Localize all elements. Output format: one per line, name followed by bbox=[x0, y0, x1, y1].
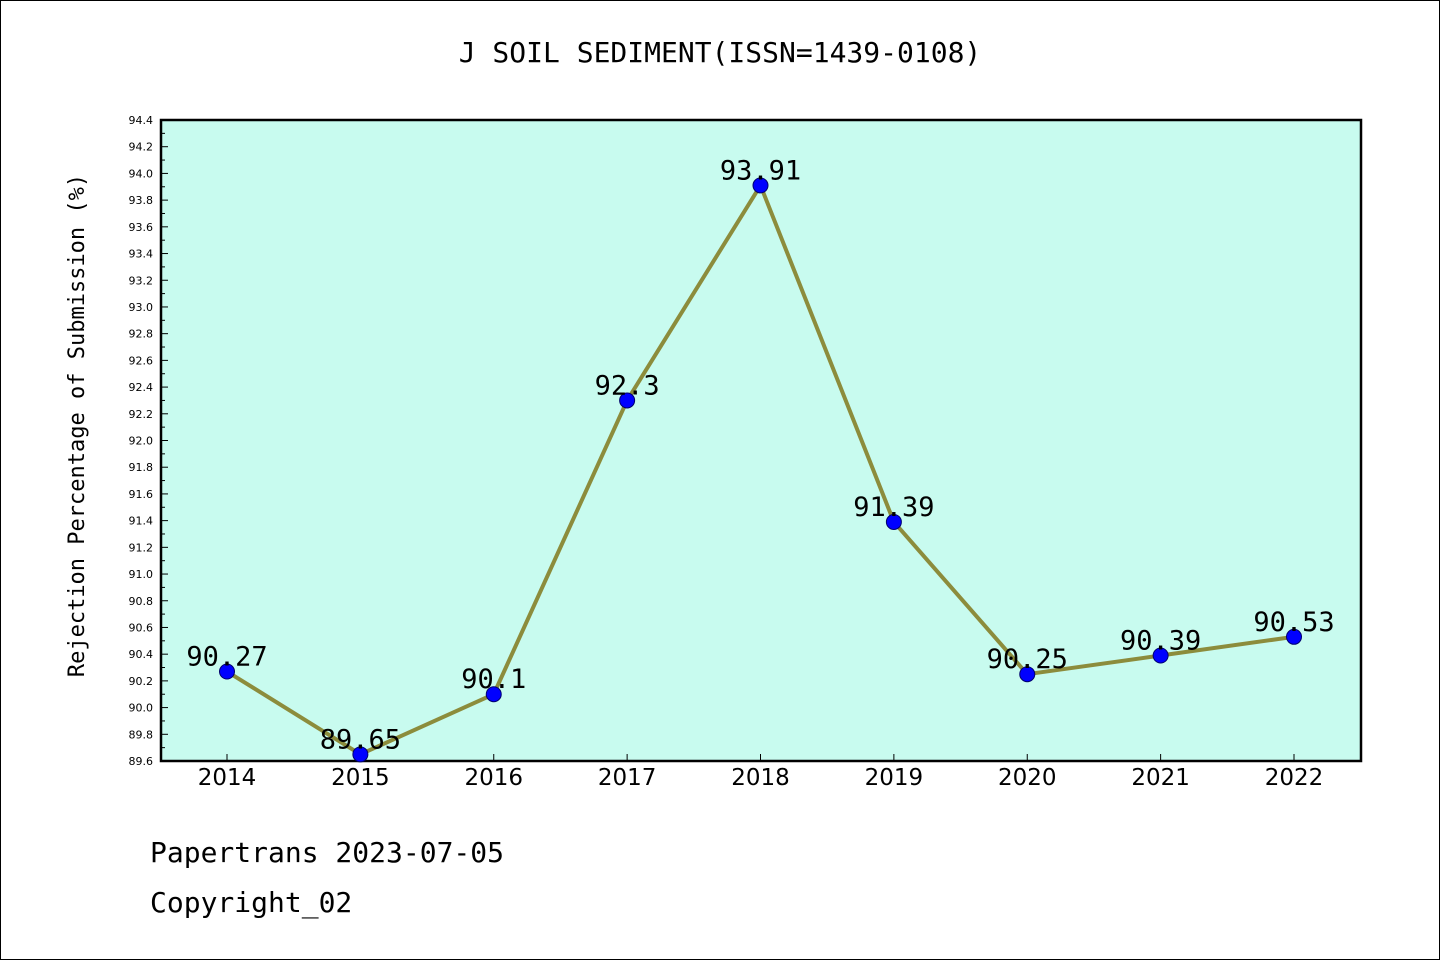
y-tick-label: 92.2 bbox=[129, 408, 154, 421]
y-tick-label: 90.0 bbox=[129, 702, 154, 715]
x-tick-label: 2017 bbox=[598, 765, 657, 791]
data-point bbox=[352, 746, 369, 763]
y-tick-label: 93.2 bbox=[129, 274, 154, 287]
y-tick-label: 89.6 bbox=[129, 755, 154, 768]
data-label: 90.39 bbox=[1120, 626, 1201, 657]
plot-border bbox=[159, 118, 1363, 763]
data-label: 91.39 bbox=[853, 492, 934, 523]
y-tick-label: 90.6 bbox=[129, 621, 154, 634]
x-tick-label: 2018 bbox=[731, 765, 790, 791]
data-label: 90.25 bbox=[987, 644, 1068, 675]
data-point bbox=[485, 686, 502, 703]
y-tick-label: 91.4 bbox=[129, 515, 154, 528]
data-label: 89.65 bbox=[320, 724, 401, 755]
y-tick-label: 91.6 bbox=[129, 488, 154, 501]
y-tick-label: 90.2 bbox=[129, 675, 154, 688]
data-point bbox=[619, 392, 636, 409]
data-point bbox=[1286, 628, 1302, 645]
footer-copyright: Copyright_02 bbox=[150, 886, 353, 919]
x-tick-label: 2020 bbox=[998, 765, 1057, 791]
y-tick-label: 90.8 bbox=[129, 595, 154, 608]
y-tick-label: 92.6 bbox=[129, 354, 154, 367]
data-label: 93.91 bbox=[720, 155, 801, 186]
data-label: 90.53 bbox=[1253, 607, 1334, 638]
data-point bbox=[219, 663, 235, 680]
x-tick-label: 2014 bbox=[198, 765, 257, 791]
x-tick-label: 2022 bbox=[1265, 765, 1324, 791]
y-tick-label: 92.4 bbox=[129, 381, 154, 394]
y-tick-label: 92.0 bbox=[129, 435, 154, 448]
y-tick-label: 91.2 bbox=[129, 541, 154, 554]
x-tick-label: 2016 bbox=[464, 765, 523, 791]
y-tick-label: 93.4 bbox=[129, 248, 154, 261]
y-tick-label: 94.0 bbox=[129, 167, 154, 180]
y-tick-label: 92.8 bbox=[129, 328, 154, 341]
y-tick-label: 93.0 bbox=[129, 301, 154, 314]
x-tick-label: 2015 bbox=[331, 765, 390, 791]
y-tick-label: 89.8 bbox=[129, 728, 154, 741]
data-label: 90.27 bbox=[186, 642, 267, 673]
chart-title: J SOIL SEDIMENT(ISSN=1439-0108) bbox=[458, 36, 982, 69]
data-point bbox=[885, 513, 902, 530]
y-tick-label: 91.0 bbox=[129, 568, 154, 581]
y-axis-label: Rejection Percentage of Submission (%) bbox=[65, 174, 90, 677]
data-label: 92.3 bbox=[595, 370, 660, 401]
y-tick-label: 93.8 bbox=[129, 194, 154, 207]
data-label: 90.1 bbox=[461, 664, 526, 695]
x-tick-label: 2021 bbox=[1131, 765, 1190, 791]
footer-source: Papertrans 2023-07-05 bbox=[150, 836, 505, 869]
data-point bbox=[1019, 666, 1036, 683]
y-tick-label: 94.2 bbox=[129, 141, 154, 154]
y-tick-label: 93.6 bbox=[129, 221, 154, 234]
y-tick-label: 94.4 bbox=[129, 114, 154, 127]
y-tick-label: 91.8 bbox=[129, 461, 154, 474]
y-tick-label: 90.4 bbox=[129, 648, 154, 661]
data-point bbox=[752, 177, 769, 194]
data-point bbox=[1152, 647, 1169, 664]
plot-area bbox=[161, 120, 1361, 761]
x-tick-label: 2019 bbox=[865, 765, 924, 791]
